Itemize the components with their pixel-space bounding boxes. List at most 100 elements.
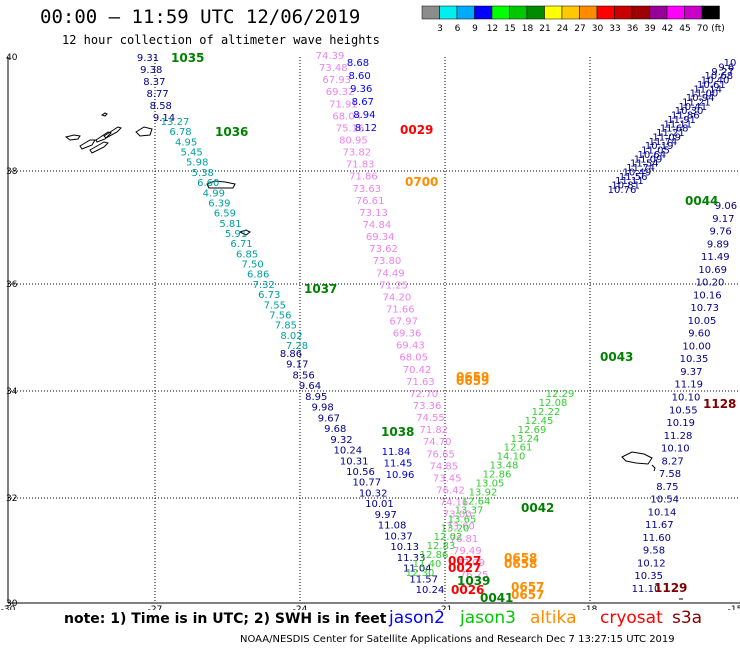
- lat-lon-grid: [8, 57, 740, 603]
- swh-value: 12.22: [532, 407, 561, 418]
- swh-value: 11.11: [664, 119, 693, 130]
- colorbar-label: 12: [487, 24, 498, 34]
- pass-time-label: 1037: [304, 282, 337, 296]
- swh-value: 11.28: [664, 431, 693, 442]
- swh-value: 10.68: [705, 71, 734, 82]
- colorbar: 3 6 9 12 15 18 21 24 27 30 33 36 39 42 45 70 (ft): [421, 5, 725, 34]
- colorbar-swatch: [439, 5, 458, 20]
- swh-value: 10.55: [669, 405, 698, 416]
- swh-value: 73.13: [359, 208, 388, 219]
- swh-value: 67.97: [389, 317, 418, 328]
- colorbar-swatch: [631, 5, 650, 20]
- swh-value: 73.00: [443, 510, 472, 521]
- lon-label: -27: [148, 605, 163, 610]
- swh-value: 8.02: [280, 331, 302, 342]
- swh-value: 13.65: [448, 514, 477, 525]
- swh-value: 10.35: [634, 571, 663, 582]
- swh-value: 74.49: [376, 268, 405, 279]
- legend-altika: altika: [530, 608, 577, 628]
- pass-time-label: 0657: [511, 580, 544, 594]
- swh-value: 76.81: [450, 534, 479, 545]
- swh-value: 12.61: [504, 443, 533, 454]
- swh-value: 9.17: [712, 214, 734, 225]
- pass-time-label: 0027: [448, 561, 481, 575]
- lat-label: 30: [6, 599, 18, 609]
- swh-value: 11.11: [615, 176, 644, 187]
- swh-value: 5.38: [192, 168, 214, 179]
- swh-value: 10.69: [698, 265, 727, 276]
- swh-value: 10.73: [690, 303, 719, 314]
- swh-value: 7.56: [269, 310, 291, 321]
- colorbar-swatch: [561, 5, 580, 20]
- swh-value: 10.94: [686, 93, 715, 104]
- swh-value: 76.61: [356, 196, 385, 207]
- pass-time-label: 0026: [451, 583, 484, 597]
- swh-value: 11.10: [632, 584, 661, 595]
- swh-value: 9.37: [680, 367, 702, 378]
- swh-value: 10.30: [675, 106, 704, 117]
- swh-value: 4.95: [175, 137, 197, 148]
- swh-value: 6.86: [247, 270, 269, 281]
- swh-value: 9.67: [318, 413, 340, 424]
- colorbar-label: 27: [574, 24, 585, 34]
- legend-jason2: jason2: [389, 608, 445, 628]
- swh-value: 9.32: [330, 435, 352, 446]
- swh-value: 76.42: [436, 486, 465, 497]
- swh-value: 12.30: [406, 568, 435, 579]
- colorbar-label: 39: [644, 24, 656, 34]
- swh-value: 69.32: [326, 87, 355, 98]
- colorbar-swatch: [421, 5, 440, 20]
- swh-value: 6.60: [197, 178, 219, 189]
- swh-value: 10.13: [390, 542, 419, 553]
- swh-value: 6.59: [214, 209, 236, 220]
- colorbar-swatch: [544, 5, 563, 20]
- swh-value: 9.68: [324, 424, 346, 435]
- swh-value: 71.91: [329, 99, 358, 110]
- colorbar-swatch: [509, 5, 528, 20]
- pass-time-label: 1128: [703, 397, 736, 411]
- swh-value: 9.60: [688, 329, 710, 340]
- pass-time-label: 0657: [511, 588, 544, 602]
- swh-value: 71.66: [386, 304, 415, 315]
- swh-value: 71.25: [379, 280, 408, 291]
- lon-label: -21: [438, 605, 453, 610]
- swh-value: 6.85: [236, 249, 258, 260]
- swh-value: 9.6: [718, 62, 734, 73]
- swh-value: 9.14: [153, 113, 175, 124]
- lat-label: 40: [6, 53, 18, 63]
- swh-value: 69.34: [366, 232, 395, 243]
- swh-value: 10: [724, 58, 737, 69]
- colorbar-label: 6: [455, 24, 461, 34]
- swh-value: 8.60: [348, 71, 370, 82]
- swh-value: 9.64: [299, 381, 321, 392]
- pass-time-label: 1129: [654, 581, 687, 595]
- swh-value: 6.78: [169, 127, 191, 138]
- colorbar-swatch: [614, 5, 633, 20]
- swh-value: 8.77: [146, 89, 168, 100]
- swh-value: 9.89: [707, 239, 729, 250]
- swh-value: 11.40: [413, 559, 442, 570]
- swh-value: 73.60: [446, 522, 475, 533]
- swh-value: 10.19: [645, 141, 674, 152]
- pass-time-label: 0659: [456, 370, 489, 384]
- swh-value: 11.14: [693, 84, 722, 95]
- swh-value: 11.57: [409, 574, 438, 585]
- swh-value: 9.38: [140, 65, 162, 76]
- colorbar-swatch: [684, 5, 703, 20]
- swh-value: 10.41: [678, 102, 707, 113]
- colorbar-swatch: [474, 5, 493, 20]
- lon-label: -24: [293, 605, 308, 610]
- swh-value: 8.37: [143, 77, 165, 88]
- swh-value: 10.05: [688, 316, 717, 327]
- swh-value: 9.06: [715, 201, 737, 212]
- pass-time-label: 0658: [504, 551, 537, 565]
- swh-value: 10.56: [346, 467, 375, 478]
- colorbar-swatch: [491, 5, 510, 20]
- swh-value: 73.82: [342, 148, 371, 159]
- swh-value: 8.94: [353, 110, 375, 121]
- swh-value: 9.31: [137, 53, 159, 64]
- swh-value: 13.24: [511, 434, 540, 445]
- lat-label: 38: [6, 167, 18, 177]
- swh-value: 10.14: [648, 507, 677, 518]
